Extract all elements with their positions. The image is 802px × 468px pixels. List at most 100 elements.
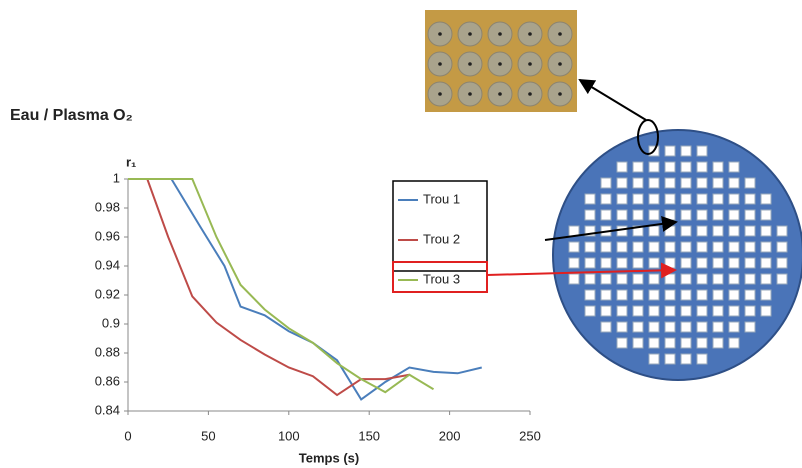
hole xyxy=(696,241,708,253)
photo-dot xyxy=(528,32,532,36)
hole xyxy=(664,353,676,365)
hole xyxy=(680,209,692,221)
photo-dot xyxy=(468,62,472,66)
hole xyxy=(712,257,724,269)
hole xyxy=(680,273,692,285)
photo-dot xyxy=(438,62,442,66)
hole xyxy=(632,209,644,221)
hole xyxy=(696,225,708,237)
hole xyxy=(664,273,676,285)
hole xyxy=(616,289,628,301)
x-tick-label: 50 xyxy=(201,428,215,443)
hole xyxy=(696,161,708,173)
photo-dot xyxy=(528,92,532,96)
hole xyxy=(616,305,628,317)
photo-dot xyxy=(468,92,472,96)
hole xyxy=(680,289,692,301)
photo-dot xyxy=(498,92,502,96)
hole xyxy=(680,353,692,365)
hole xyxy=(648,209,660,221)
hole xyxy=(616,257,628,269)
hole xyxy=(664,145,676,157)
x-axis-label: Temps (s) xyxy=(299,450,359,465)
hole xyxy=(760,289,772,301)
hole xyxy=(664,289,676,301)
hole xyxy=(568,257,580,269)
hole xyxy=(632,289,644,301)
hole xyxy=(648,289,660,301)
hole xyxy=(648,161,660,173)
hole xyxy=(584,241,596,253)
hole xyxy=(728,289,740,301)
hole xyxy=(712,241,724,253)
hole xyxy=(712,193,724,205)
hole xyxy=(616,161,628,173)
hole xyxy=(696,193,708,205)
photo-dot xyxy=(498,62,502,66)
photo-dot xyxy=(468,32,472,36)
hole xyxy=(760,273,772,285)
hole xyxy=(680,193,692,205)
hole xyxy=(632,273,644,285)
hole xyxy=(680,241,692,253)
hole xyxy=(664,321,676,333)
hole xyxy=(712,225,724,237)
hole xyxy=(632,257,644,269)
hole xyxy=(696,353,708,365)
hole xyxy=(696,257,708,269)
hole xyxy=(744,209,756,221)
hole xyxy=(568,241,580,253)
legend-box xyxy=(392,180,488,272)
hole xyxy=(744,257,756,269)
hole xyxy=(664,305,676,317)
arrow xyxy=(544,215,678,241)
hole xyxy=(664,161,676,173)
hole xyxy=(696,321,708,333)
y-tick-label: 1 xyxy=(113,170,120,185)
highlight-ellipse xyxy=(637,119,659,155)
photo-dot xyxy=(438,32,442,36)
hole xyxy=(712,209,724,221)
hole xyxy=(680,321,692,333)
hole xyxy=(616,209,628,221)
hole xyxy=(632,337,644,349)
hole xyxy=(616,241,628,253)
hole xyxy=(696,337,708,349)
x-tick-label: 100 xyxy=(278,428,300,443)
legend-label: Trou 2 xyxy=(423,231,460,246)
hole xyxy=(648,257,660,269)
hole xyxy=(728,241,740,253)
hole xyxy=(600,305,612,317)
hole xyxy=(728,305,740,317)
hole xyxy=(696,209,708,221)
hole xyxy=(760,209,772,221)
hole xyxy=(744,193,756,205)
y-tick-label: 0.86 xyxy=(95,373,120,388)
hole xyxy=(616,177,628,189)
hole xyxy=(600,177,612,189)
series-line xyxy=(128,178,410,397)
hole xyxy=(728,257,740,269)
y-tick-label: 0.96 xyxy=(95,228,120,243)
legend-label: Trou 1 xyxy=(423,191,460,206)
hole xyxy=(776,241,788,253)
hole xyxy=(632,305,644,317)
hole xyxy=(664,257,676,269)
hole xyxy=(712,321,724,333)
photo-dot xyxy=(558,92,562,96)
hole xyxy=(600,273,612,285)
hole xyxy=(568,225,580,237)
hole xyxy=(584,225,596,237)
hole xyxy=(696,177,708,189)
hole xyxy=(616,193,628,205)
hole xyxy=(616,321,628,333)
hole xyxy=(632,177,644,189)
hole xyxy=(696,273,708,285)
hole xyxy=(664,241,676,253)
hole xyxy=(728,177,740,189)
hole xyxy=(664,225,676,237)
legend-label: Trou 3 xyxy=(423,271,460,286)
hole xyxy=(776,225,788,237)
wafer-holes xyxy=(568,145,788,365)
